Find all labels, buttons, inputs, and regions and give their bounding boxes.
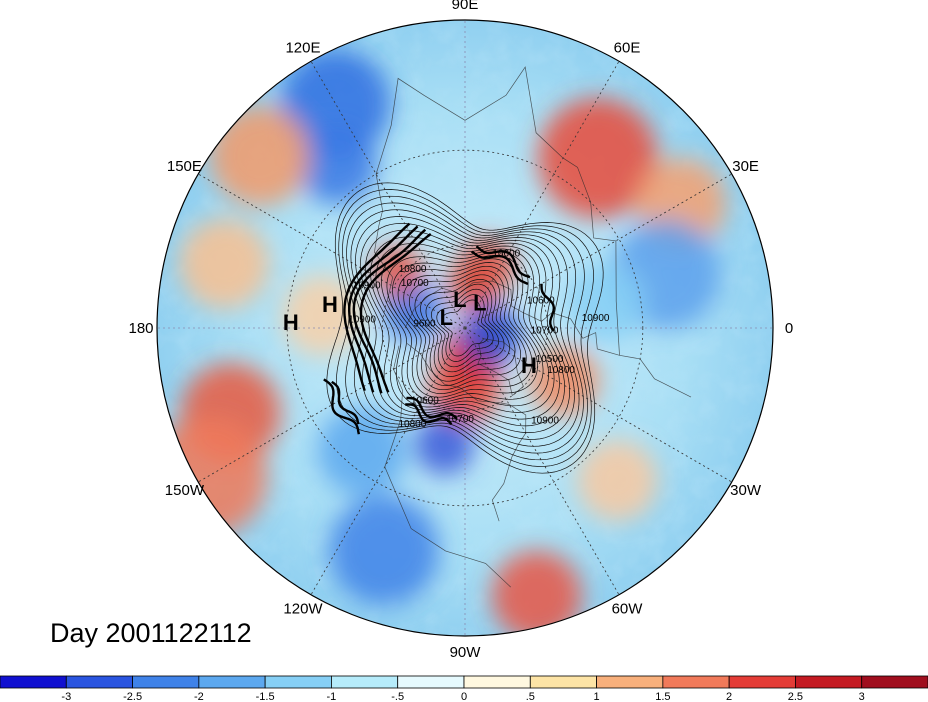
- colorbar-box: [397, 675, 465, 689]
- colorbar-label: -2.5: [123, 691, 142, 702]
- low-pressure-label: L: [440, 305, 453, 330]
- colorbar-boxes: [0, 675, 928, 689]
- colorbar-label: -1: [327, 691, 337, 702]
- colorbar: -3 -2.5 -2 -1.5 -1 -.5 0 .5 1 1.5 2 2.5 3: [0, 675, 928, 702]
- contour-label: 10500: [536, 354, 564, 365]
- contour-label: 10700: [401, 278, 429, 289]
- colorbar-box: [728, 675, 796, 689]
- longitude-label: 120E: [285, 39, 320, 56]
- colorbar-box: [0, 675, 67, 689]
- colorbar-box: [795, 675, 863, 689]
- graticule: [157, 20, 773, 636]
- contour-label: 10600: [492, 249, 520, 260]
- contour-label: 10700: [531, 326, 559, 337]
- colorbar-label: 2.5: [788, 691, 803, 702]
- colorbar-labels: -3 -2.5 -2 -1.5 -1 -.5 0 .5 1 1.5 2 2.5 3: [61, 691, 864, 702]
- anomaly-field: [157, 49, 726, 636]
- contour-label: 10800: [398, 419, 426, 430]
- colorbar-label: 2: [726, 691, 732, 702]
- longitude-label: 120W: [283, 601, 323, 618]
- high-pressure-label: H: [322, 292, 338, 317]
- contour-labels: 10900 10900 9600 10800 10700 10600 10600 10700 1…: [348, 249, 610, 431]
- colorbar-box: [198, 675, 266, 689]
- contour-label: 9600: [413, 319, 436, 330]
- longitude-label: 150E: [167, 158, 202, 175]
- colorbar-box: [596, 675, 664, 689]
- colorbar-label: -3: [61, 691, 71, 702]
- contour-label: 10700: [446, 414, 474, 425]
- colorbar-box: [861, 675, 928, 689]
- colorbar-box: [132, 675, 200, 689]
- colorbar-box: [264, 675, 332, 689]
- colorbar-box: [331, 675, 399, 689]
- colorbar-label: 0: [461, 691, 467, 702]
- longitude-label: 60E: [614, 39, 641, 56]
- longitude-labels: 90E 60E 30E 0 30W 60W 90W 120W 150W 180 150E 120E: [128, 0, 793, 661]
- contour-label: 10600: [411, 395, 439, 406]
- contour-label: 10600: [527, 295, 555, 306]
- colorbar-box: [65, 675, 133, 689]
- colorbar-label: -.5: [391, 691, 404, 702]
- contour-label: 10800: [547, 365, 575, 376]
- colorbar-label: 1.5: [655, 691, 670, 702]
- colorbar-label: 1: [594, 691, 600, 702]
- longitude-label: 180: [128, 320, 153, 337]
- colorbar-box: [662, 675, 730, 689]
- plot-title: Day 2001122112: [50, 618, 252, 648]
- colorbar-box: [529, 675, 597, 689]
- map-boundary: [156, 19, 774, 637]
- colorbar-label: -2: [194, 691, 204, 702]
- longitude-label: 30W: [730, 482, 762, 499]
- longitude-label: 60W: [612, 601, 644, 618]
- longitude-label: 150W: [165, 482, 205, 499]
- colorbar-label: 3: [859, 691, 865, 702]
- longitude-label: 90W: [450, 644, 482, 661]
- colorbar-label: -1.5: [256, 691, 275, 702]
- colorbar-label: .5: [526, 691, 535, 702]
- longitude-label: 90E: [452, 0, 479, 13]
- low-pressure-label: L: [473, 290, 486, 315]
- longitude-label: 0: [785, 320, 793, 337]
- low-pressure-label: L: [453, 287, 466, 312]
- contour-label: 10900: [531, 415, 559, 426]
- jet-contours: [323, 222, 555, 435]
- longitude-label: 30E: [732, 158, 759, 175]
- contour-label: 10900: [353, 280, 381, 291]
- contour-label: 10900: [348, 315, 376, 326]
- colorbar-box: [463, 675, 531, 689]
- high-pressure-label: H: [283, 310, 299, 335]
- high-pressure-label: H: [521, 353, 537, 378]
- contour-label: 10800: [399, 264, 427, 275]
- contour-label: 10900: [582, 313, 610, 324]
